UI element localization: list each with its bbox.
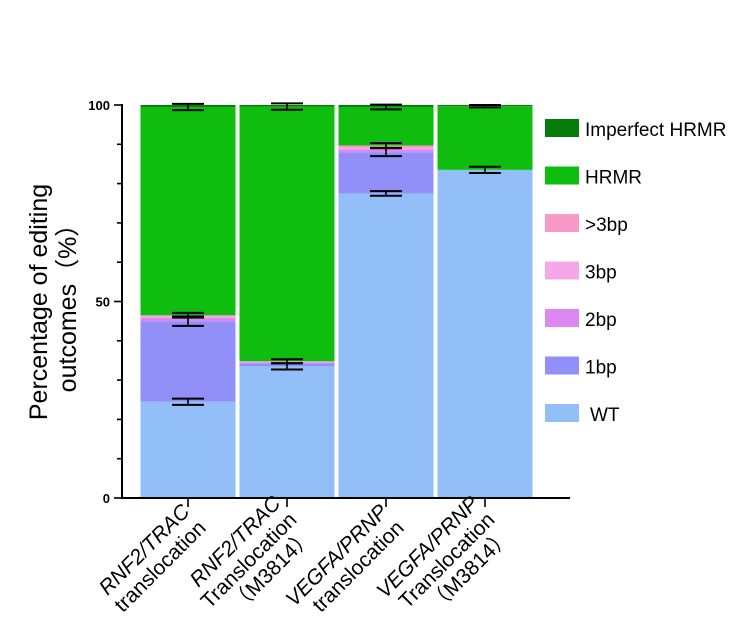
legend-swatch xyxy=(545,166,579,185)
legend-label: Imperfect HRMR xyxy=(585,120,726,141)
category-label-3: VEGFA/PRNPtranslocation xyxy=(281,500,408,627)
legend-item-imperfecthrmr: Imperfect HRMR xyxy=(545,119,726,141)
legend-label: 2bp xyxy=(585,310,617,331)
category-labels-layer: RNF2/TRACtranslocationRNF2/TRACTransloca… xyxy=(94,491,516,635)
legend-label: >3bp xyxy=(585,215,628,236)
bars-layer xyxy=(140,105,533,499)
y-tick-label: 50 xyxy=(96,295,110,310)
y-axis-title-line: outcomes（%） xyxy=(54,212,82,393)
legend-swatch xyxy=(545,261,579,280)
bar-segment-1bp-1 xyxy=(140,321,236,402)
legend-item-3bp: >3bp xyxy=(545,214,628,236)
y-axis-title-line: Percentage of editing xyxy=(25,184,53,420)
bar-segment-hrmr-1 xyxy=(140,106,236,316)
y-tick-label: 100 xyxy=(88,98,110,113)
error-bar-wt-3 xyxy=(370,190,402,197)
bar-segment-hrmr-2 xyxy=(239,106,335,362)
legend-swatch xyxy=(545,119,579,137)
error-bar-3bp-3 xyxy=(370,142,402,149)
legend-label: HRMR xyxy=(585,168,642,189)
legend-swatch xyxy=(545,309,579,327)
bar-segment-1bp-3 xyxy=(338,152,434,194)
legend-label: 1bp xyxy=(585,358,617,379)
bar-segment-hrmr-3 xyxy=(338,106,434,146)
legend-swatch xyxy=(545,404,579,422)
legend-item-3bp: 3bp xyxy=(545,261,617,284)
bar-segment-wt-4 xyxy=(437,169,533,498)
legend-label: 3bp xyxy=(585,263,617,284)
legend-item-hrmr: HRMR xyxy=(545,166,642,189)
legend-item-2bp: 2bp xyxy=(545,309,617,331)
error-bar-hrmr-2 xyxy=(271,102,303,111)
bar-segment-wt-1 xyxy=(140,401,236,498)
legend-swatch xyxy=(545,356,579,375)
error-bar-hrmr-3 xyxy=(370,103,402,111)
bar-segment-hrmr-4 xyxy=(437,106,533,170)
legend: Imperfect HRMR HRMR >3bp 3bp 2bp 1bp WT xyxy=(545,119,726,426)
legend-label: WT xyxy=(590,405,620,426)
legend-item-wt: WT xyxy=(545,404,620,426)
bar-segment-wt-2 xyxy=(239,366,335,498)
error-bars-layer xyxy=(172,102,501,406)
legend-swatch xyxy=(545,214,579,232)
error-bar-hrmr-1 xyxy=(172,102,204,112)
category-label-1: RNF2/TRACtranslocation xyxy=(94,500,211,617)
axes-layer: 0 50 100 xyxy=(88,98,570,507)
error-bar-3bp-2 xyxy=(271,358,303,365)
y-tick-label: 0 xyxy=(103,491,110,506)
bar-segment-wt-3 xyxy=(338,193,434,499)
y-axis-title: Percentage of editingoutcomes（%） xyxy=(25,184,82,420)
error-bar-wt-4 xyxy=(469,165,501,174)
legend-item-1bp: 1bp xyxy=(545,356,617,379)
error-bar-wt-1 xyxy=(172,397,204,406)
error-bar-3bp-1 xyxy=(172,311,204,319)
error-bar-hrmr-4 xyxy=(469,104,501,109)
category-label-4: VEGFA/PRNPTranslocation（M3814） xyxy=(372,492,515,635)
y-axis-title-text: Percentage of editingoutcomes（%） xyxy=(25,184,82,420)
